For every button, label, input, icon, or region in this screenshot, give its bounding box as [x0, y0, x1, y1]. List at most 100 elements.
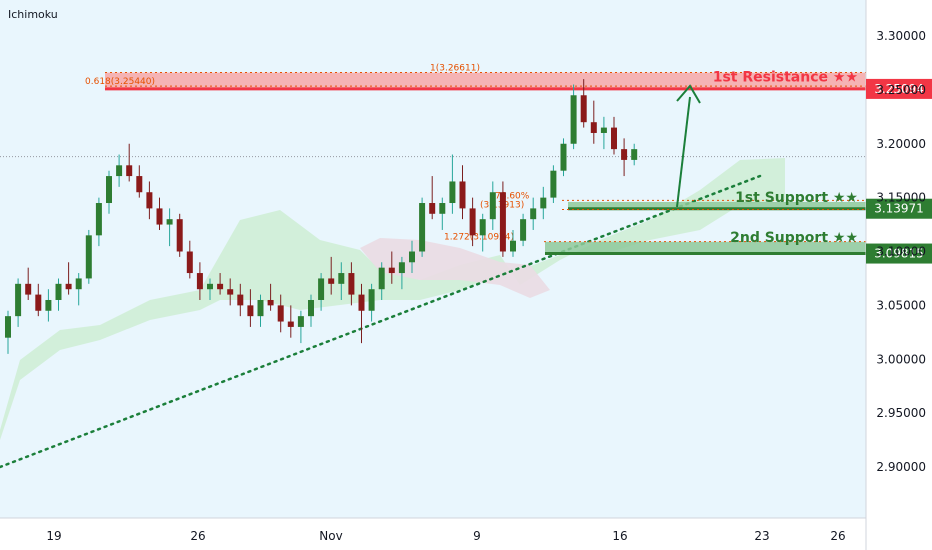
- price-badge: [866, 243, 932, 264]
- candle-body: [398, 262, 405, 274]
- candle-body: [439, 203, 446, 214]
- candle-body: [45, 299, 52, 311]
- y-tick-label[interactable]: 2.95000: [876, 406, 926, 420]
- fib-label[interactable]: 1.272(3.10924): [444, 233, 514, 243]
- candle-body: [186, 251, 193, 274]
- y-tick-label[interactable]: 3.25000: [876, 83, 926, 97]
- candle-body: [227, 289, 234, 295]
- y-tick-label[interactable]: 3.30000: [876, 29, 926, 43]
- y-tick-label[interactable]: 3.15000: [876, 191, 926, 205]
- zones: [105, 72, 866, 256]
- fib-label[interactable]: 1(3.26611): [430, 64, 480, 74]
- candle-body: [388, 267, 395, 274]
- candle-body: [257, 299, 264, 317]
- y-tick-label[interactable]: 3.00000: [876, 352, 926, 366]
- candle-body: [156, 208, 163, 225]
- candle-body: [318, 278, 325, 300]
- fib-label[interactable]: 0.618(3.25440): [85, 77, 155, 87]
- zone-band: [105, 72, 866, 89]
- candle-body: [308, 299, 314, 317]
- candle-body: [146, 192, 153, 209]
- fib-label[interactable]: 78.60%: [495, 191, 530, 201]
- candle-body: [560, 143, 567, 171]
- candle-body: [469, 208, 476, 236]
- candle-body: [631, 149, 638, 160]
- candle-body: [328, 278, 335, 284]
- candle-body: [540, 197, 547, 209]
- candle-body: [510, 240, 516, 252]
- ascending-trendline: [0, 174, 762, 469]
- price-badge: [866, 78, 932, 99]
- candle-body: [35, 294, 42, 311]
- candle-body: [277, 305, 284, 322]
- zone-label[interactable]: 1st Support ★★: [735, 190, 858, 206]
- bearish-cloud: [360, 238, 550, 298]
- price-badge-text[interactable]: 3.25094: [874, 82, 924, 96]
- x-tick-label[interactable]: 9: [473, 529, 481, 543]
- candle-body: [287, 321, 294, 327]
- candle-body: [176, 219, 183, 252]
- projection-arrow: [676, 84, 701, 208]
- candle-body: [621, 149, 628, 160]
- candle-body: [570, 95, 577, 144]
- candle-body: [489, 192, 496, 220]
- x-tick-label[interactable]: 16: [612, 529, 627, 543]
- x-tick-label[interactable]: Nov: [319, 529, 342, 543]
- candle-body: [459, 181, 466, 209]
- candle-body: [358, 294, 365, 311]
- candle-body: [207, 283, 213, 290]
- ichimoku-cloud: [0, 158, 785, 440]
- candle-body: [136, 176, 143, 193]
- fib-levels: 1(3.26611) 0.618(3.25440) 1.272(3.10924) 78…: [0, 64, 866, 243]
- y-tick-label[interactable]: 3.05000: [876, 298, 926, 312]
- candle-body: [75, 278, 82, 290]
- candle-body: [65, 283, 72, 290]
- candle-body: [55, 283, 62, 300]
- candle-body: [237, 294, 244, 306]
- y-tick-label[interactable]: 2.90000: [876, 460, 926, 474]
- arrow-head: [676, 84, 701, 104]
- candle-body: [429, 203, 436, 214]
- candle-body: [499, 192, 506, 252]
- zone-band: [568, 201, 866, 209]
- candle-body: [419, 203, 426, 252]
- candle-body: [166, 219, 173, 225]
- zone-band: [545, 241, 866, 254]
- candle-body: [590, 122, 597, 133]
- price-badge-text[interactable]: 3.13971: [874, 202, 924, 216]
- candle-body: [106, 176, 112, 204]
- candle-body: [580, 95, 587, 123]
- price-badge: [866, 198, 932, 219]
- candle-body: [600, 127, 607, 133]
- x-tick-label[interactable]: 23: [754, 529, 769, 543]
- candle-body: [479, 219, 486, 236]
- y-tick-label[interactable]: 3.20000: [876, 137, 926, 151]
- zone-label[interactable]: 1st Resistance ★★: [713, 70, 858, 86]
- candle-body: [338, 273, 345, 284]
- candle-body: [550, 170, 557, 198]
- candle-body: [449, 181, 456, 204]
- labels: 1st Resistance ★★ 3.25094 1st Support ★★ 3.…: [46, 29, 932, 543]
- x-tick-label[interactable]: 26: [830, 529, 845, 543]
- candles: [5, 79, 638, 354]
- x-tick-label[interactable]: 26: [190, 529, 205, 543]
- candle-body: [368, 289, 375, 311]
- candle-body: [378, 267, 385, 290]
- candle-body: [116, 165, 123, 177]
- candle-body: [25, 283, 32, 295]
- candle-body: [217, 283, 224, 290]
- candle-body: [348, 273, 355, 295]
- candle-body: [5, 316, 11, 338]
- candle-body: [247, 305, 254, 317]
- candle-body: [409, 251, 415, 263]
- x-tick-label[interactable]: 19: [46, 529, 61, 543]
- price-badge-text[interactable]: 3.09815: [874, 247, 924, 261]
- candle-body: [297, 316, 304, 327]
- candle-body: [95, 203, 102, 236]
- indicator-label[interactable]: Ichimoku: [8, 8, 58, 21]
- zone-label[interactable]: 2nd Support ★★: [730, 230, 858, 246]
- candle-body: [126, 165, 133, 177]
- y-tick-label[interactable]: 3.10000: [876, 245, 926, 259]
- arrow-shaft: [676, 96, 691, 208]
